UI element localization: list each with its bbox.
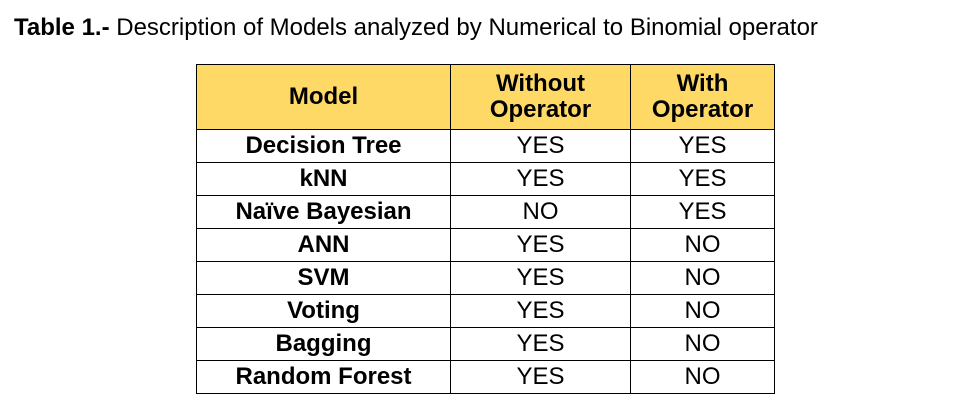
without-operator-cell: YES (450, 129, 631, 163)
model-name-cell: Bagging (196, 327, 451, 361)
model-name-cell: kNN (196, 162, 451, 196)
model-name-cell: SVM (196, 261, 451, 295)
table-row: ANN YES NO (196, 228, 775, 262)
with-operator-cell: NO (630, 327, 775, 361)
without-operator-cell: YES (450, 327, 631, 361)
header-with-operator: With Operator (630, 64, 775, 130)
header-with-line2: Operator (651, 96, 754, 123)
with-operator-cell: YES (630, 195, 775, 229)
model-name-cell: ANN (196, 228, 451, 262)
models-table: Model Without Operator With Operator Dec… (196, 64, 775, 394)
table-row: Random Forest YES NO (196, 360, 775, 394)
model-name-cell: Voting (196, 294, 451, 328)
header-with-line1: With (676, 70, 729, 97)
header-without-line2: Operator (489, 96, 592, 123)
without-operator-cell: YES (450, 294, 631, 328)
table-row: Naïve Bayesian NO YES (196, 195, 775, 229)
without-operator-cell: YES (450, 360, 631, 394)
table-row: kNN YES YES (196, 162, 775, 196)
header-without-line1: Without (495, 70, 586, 97)
without-operator-cell: YES (450, 228, 631, 262)
table-row: Voting YES NO (196, 294, 775, 328)
with-operator-cell: NO (630, 360, 775, 394)
with-operator-cell: YES (630, 162, 775, 196)
table-row: SVM YES NO (196, 261, 775, 295)
without-operator-cell: YES (450, 261, 631, 295)
header-without-operator: Without Operator (450, 64, 631, 130)
caption-label: Table 1.- (14, 14, 110, 41)
table-row: Decision Tree YES YES (196, 129, 775, 163)
with-operator-cell: NO (630, 261, 775, 295)
model-name-cell: Naïve Bayesian (196, 195, 451, 229)
table-caption: Table 1.- Description of Models analyzed… (14, 14, 818, 42)
header-model-text: Model (288, 83, 359, 110)
table-row: Bagging YES NO (196, 327, 775, 361)
with-operator-cell: YES (630, 129, 775, 163)
caption-text: Description of Models analyzed by Numeri… (116, 14, 818, 41)
with-operator-cell: NO (630, 294, 775, 328)
header-row: Model Without Operator With Operator (196, 64, 775, 130)
model-name-cell: Random Forest (196, 360, 451, 394)
without-operator-cell: YES (450, 162, 631, 196)
with-operator-cell: NO (630, 228, 775, 262)
without-operator-cell: NO (450, 195, 631, 229)
header-model: Model (196, 64, 451, 130)
model-name-cell: Decision Tree (196, 129, 451, 163)
